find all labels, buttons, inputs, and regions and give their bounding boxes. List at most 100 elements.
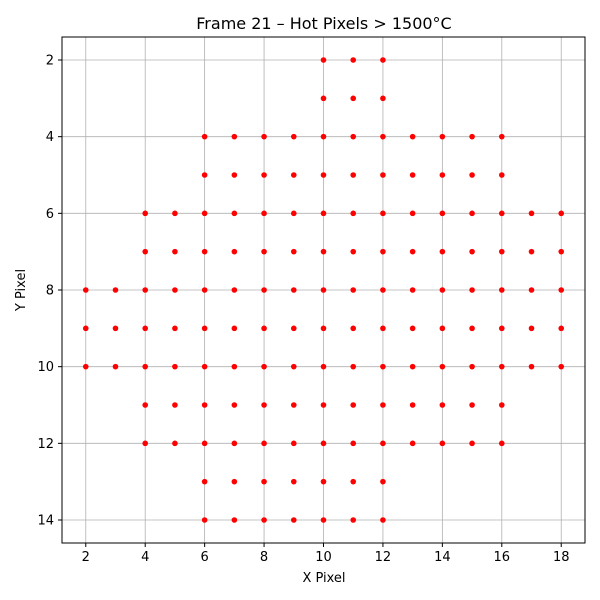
hot-pixel-point [290,363,297,370]
hot-pixel-point [469,440,475,447]
hot-pixel-point [469,133,475,140]
hot-pixel-point [112,325,119,332]
y-tick-label: 12 [37,437,54,452]
hot-pixel-point [528,287,535,293]
hot-pixel-point [290,172,297,178]
hot-pixel-point [112,363,119,370]
hot-pixel-point [409,248,416,255]
hot-pixel-point [439,248,446,255]
hot-pixel-point [201,248,208,255]
hot-pixel-point [261,363,267,370]
axis-ticks: 2 4 6 8 10 12 14 16 18 2 4 6 8 10 12 14 [37,54,569,566]
hot-pixel-point [201,172,208,178]
hot-pixel-point [231,517,238,523]
hot-pixel-point [261,248,267,255]
hot-pixel-point [290,402,297,408]
hot-pixel-point [320,440,327,447]
hot-pixel-point [320,210,327,217]
hot-pixel-point [261,133,267,140]
hot-pixel-point [528,325,535,332]
hot-pixel-point [380,440,386,447]
hot-pixel-point [290,517,297,523]
hot-pixel-point [350,172,357,178]
hot-pixel-point [558,248,565,255]
hot-pixel-point [231,363,238,370]
hot-pixel-point [112,287,119,293]
hot-pixel-point [439,402,446,408]
hot-pixel-point [231,402,238,408]
hot-pixel-point [290,325,297,332]
hot-pixel-point [320,172,327,178]
y-tick-label: 8 [46,284,54,299]
hot-pixel-point [350,517,357,523]
hot-pixel-point [439,325,446,332]
hot-pixel-point [231,248,238,255]
hot-pixel-point [558,210,565,217]
hot-pixel-point [380,95,386,102]
hot-pixel-point [498,287,505,293]
hot-pixel-point [142,287,149,293]
hot-pixel-point [231,210,238,217]
hot-pixel-point [380,402,386,408]
hot-pixel-point [320,478,327,485]
hot-pixel-point [172,287,178,293]
hot-pixel-point [469,172,475,178]
hot-pixel-point [469,248,475,255]
hot-pixel-point [380,210,386,217]
hot-pixel-point [469,402,475,408]
hot-pixel-point [350,95,357,102]
hot-pixel-point [201,363,208,370]
hot-pixel-point [380,57,386,63]
hot-pixel-point [380,363,386,370]
hot-pixel-point [498,325,505,332]
hot-pixel-point [350,210,357,217]
hot-pixel-point [498,363,505,370]
hot-pixel-point [201,402,208,408]
hot-pixel-point [231,440,238,447]
hot-pixel-point [231,478,238,485]
x-tick-label: 8 [260,550,268,565]
hot-pixel-point [172,363,178,370]
hot-pixel-point [439,287,446,293]
x-tick-label: 2 [82,550,90,565]
hot-pixel-point [380,478,386,485]
y-tick-label: 14 [37,514,54,529]
hot-pixel-point [350,248,357,255]
hot-pixel-point [290,210,297,217]
hot-pixel-point [380,172,386,178]
hot-pixel-point [350,478,357,485]
hot-pixel-point [290,440,297,447]
hot-pixel-point [439,440,446,447]
hot-pixel-point [290,287,297,293]
x-tick-label: 6 [200,550,208,565]
hot-pixel-point [261,478,267,485]
hot-pixel-point [201,287,208,293]
hot-pixel-point [350,363,357,370]
hot-pixel-point [320,133,327,140]
hot-pixel-point [172,325,178,332]
x-tick-label: 10 [315,550,332,565]
hot-pixel-point [380,248,386,255]
hot-pixel-point [409,402,416,408]
hot-pixel-point [409,172,416,178]
hot-pixel-points [82,57,565,523]
hot-pixel-point [528,210,535,217]
hot-pixel-point [320,248,327,255]
hot-pixel-point [380,325,386,332]
x-tick-label: 4 [141,550,149,565]
hot-pixel-point [350,402,357,408]
hot-pixel-point [231,325,238,332]
hot-pixel-point [201,325,208,332]
hot-pixel-point [261,325,267,332]
hot-pixel-point [498,402,505,408]
hot-pixel-point [350,325,357,332]
hot-pixel-point [320,57,327,63]
hot-pixel-point [290,133,297,140]
hot-pixel-point [201,478,208,485]
y-tick-label: 4 [46,130,54,145]
hot-pixel-point [201,517,208,523]
hot-pixel-point [82,363,89,370]
hot-pixel-point [142,363,149,370]
hot-pixel-point [469,287,475,293]
hot-pixel-point [320,325,327,332]
